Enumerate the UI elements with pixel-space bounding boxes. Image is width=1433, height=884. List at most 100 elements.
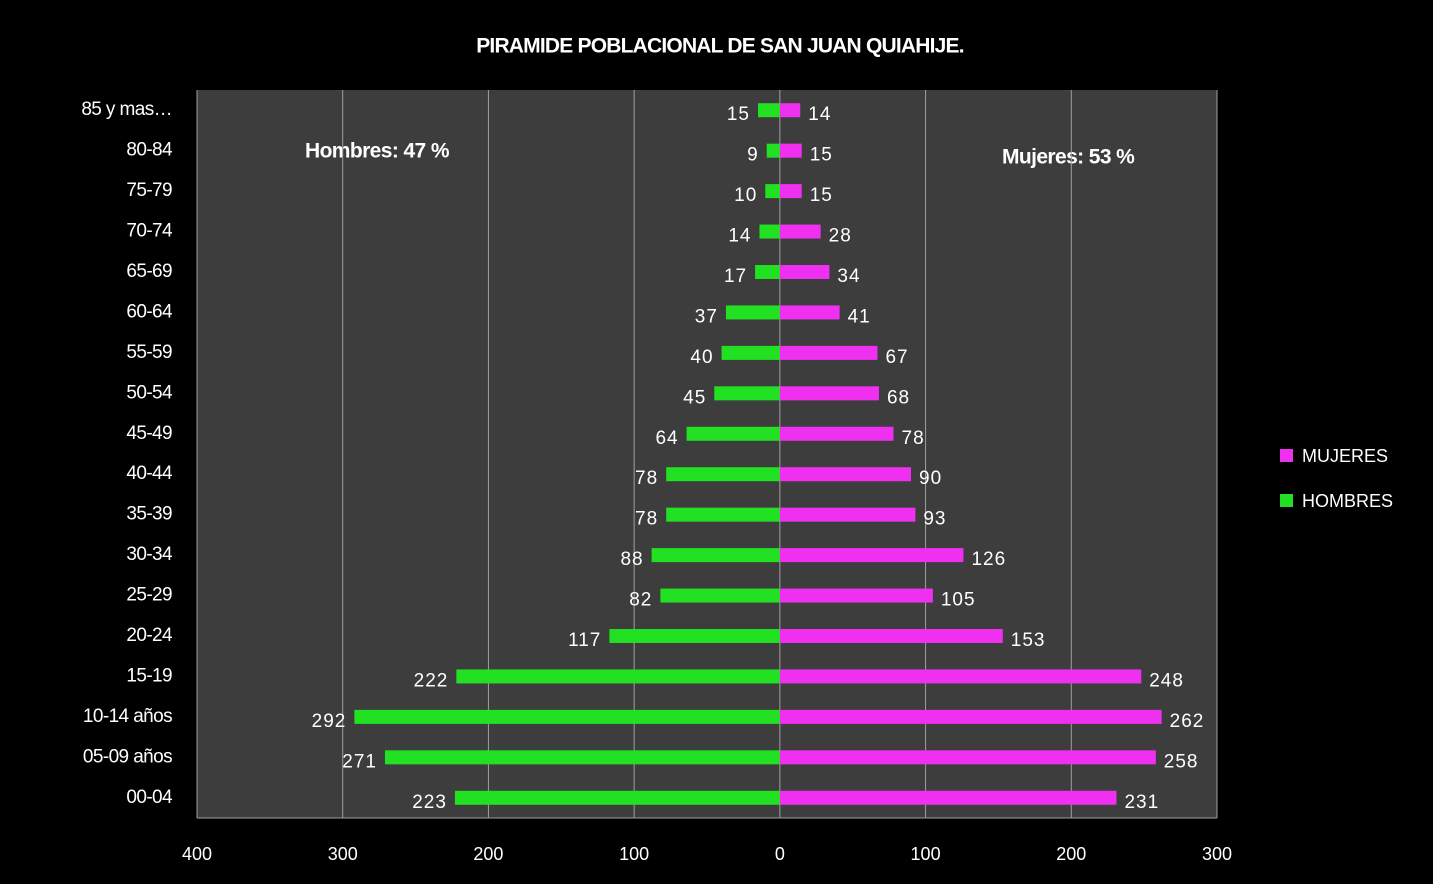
bar [725,305,780,320]
bar [779,345,878,360]
data-label: 78 [635,509,658,530]
bar [779,143,802,158]
legend-label: MUJERES [1302,446,1388,466]
data-label: 45 [683,387,706,408]
annotation: Mujeres: 53 % [1002,146,1135,169]
y-tick-label: 30-34 [126,544,173,565]
data-label: 248 [1149,670,1184,691]
data-label: 78 [902,428,925,449]
bar [759,224,780,239]
data-label: 93 [923,509,946,530]
y-tick-label: 55-59 [126,342,172,363]
data-label: 37 [695,306,718,327]
x-tick-label: 400 [182,844,212,864]
chart-title: PIRAMIDE POBLACIONAL DE SAN JUAN QUIAHIJ… [476,35,964,58]
data-label: 9 [747,145,759,166]
bar [456,669,780,684]
data-label: 41 [848,306,871,327]
data-label: 28 [829,226,852,247]
data-label: 258 [1164,751,1199,772]
bar [779,426,894,441]
data-label: 105 [941,590,976,611]
bar [779,103,801,118]
bar [666,507,780,522]
bar [779,305,840,320]
bar [779,184,802,199]
bar [779,709,1162,724]
bar [721,345,780,360]
data-label: 14 [728,226,751,247]
bar [766,143,780,158]
bar [714,386,780,401]
bar [779,588,933,603]
x-tick-label: 200 [473,844,503,864]
data-label: 10 [734,185,757,206]
data-label: 40 [690,347,713,368]
data-label: 292 [312,711,347,732]
data-label: 78 [635,468,658,489]
data-label: 34 [837,266,860,287]
y-tick-label: 15-19 [126,665,172,686]
bar [779,507,916,522]
data-label: 117 [568,630,601,651]
bar [384,750,780,765]
bar [454,790,780,805]
data-label: 68 [887,387,910,408]
bar [779,467,911,482]
bar [666,467,780,482]
bar [779,265,830,279]
y-tick-label: 60-64 [126,301,173,322]
data-label: 67 [885,347,908,368]
legend-swatch [1280,494,1293,507]
data-label: 14 [808,104,831,125]
bar [758,103,780,118]
bar [651,548,780,563]
y-tick-label: 35-39 [126,504,172,525]
y-tick-label: 25-29 [126,585,172,606]
data-label: 262 [1170,711,1205,732]
bar [765,184,780,199]
x-tick-label: 200 [1056,844,1086,864]
data-label: 15 [810,185,833,206]
x-tick-label: 0 [775,844,785,864]
data-label: 223 [412,792,447,813]
x-tick-label: 100 [911,844,941,864]
y-tick-label: 80-84 [126,140,173,161]
data-label: 15 [727,104,750,125]
bar [779,629,1003,643]
y-tick-label: 05-09 años [83,746,172,767]
bar [609,629,780,643]
bar [660,588,780,603]
bar [755,265,780,279]
y-tick-label: 00-04 [126,787,173,808]
legend-swatch [1280,449,1293,462]
y-tick-label: 20-24 [126,625,173,646]
y-tick-label: 45-49 [126,423,172,444]
y-tick-label: 40-44 [126,463,173,484]
x-tick-label: 300 [328,844,358,864]
bar [779,548,964,563]
bar [779,790,1117,805]
data-label: 64 [655,428,678,449]
y-tick-label: 50-54 [126,382,173,403]
y-tick-label: 75-79 [126,180,172,201]
x-tick-label: 100 [619,844,649,864]
bar [779,669,1142,684]
y-tick-label: 85 y mas… [81,99,172,120]
data-label: 15 [810,145,833,166]
bar [779,386,879,401]
bar [354,709,780,724]
data-label: 88 [620,549,643,570]
data-label: 90 [919,468,942,489]
data-label: 17 [724,266,747,287]
x-tick-label: 300 [1202,844,1232,864]
y-tick-label: 10-14 años [83,706,172,727]
data-label: 126 [971,549,1006,570]
data-label: 231 [1124,792,1159,813]
data-label: 82 [629,590,652,611]
annotation: Hombres: 47 % [305,140,450,163]
y-tick-label: 70-74 [126,221,173,242]
bar [779,750,1156,765]
data-label: 271 [342,751,377,772]
